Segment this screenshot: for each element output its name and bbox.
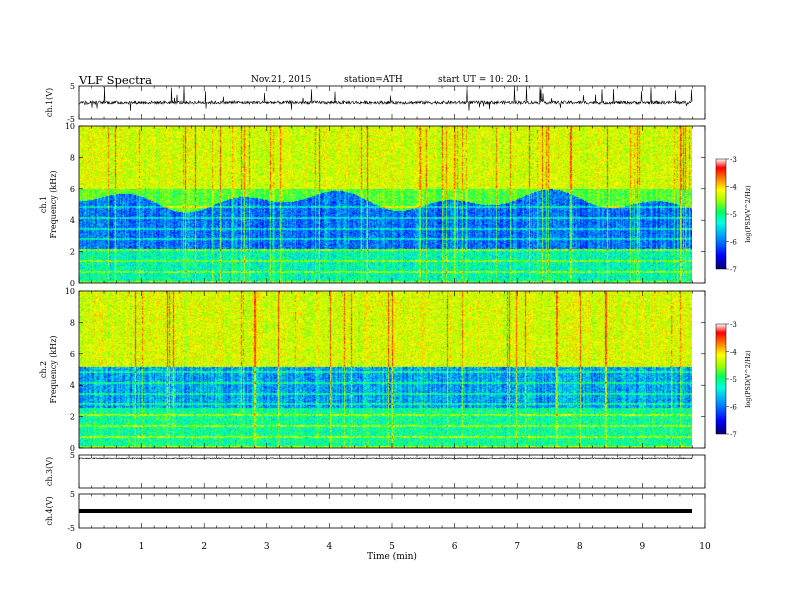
y-axis-label: ch.1: [39, 196, 48, 213]
ch3-trace: [78, 457, 693, 460]
y-axis-label: Frequency (kHz): [49, 170, 58, 238]
y-axis-label: Frequency (kHz): [49, 335, 58, 403]
spectrogram-image: [79, 291, 692, 448]
x-tick-label: 10: [699, 542, 711, 552]
y-axis-label: ch.4(V): [45, 496, 54, 525]
colorbar-tick-label: -5: [730, 211, 737, 219]
colorbar-label: log(PSD(V^2/Hz): [744, 350, 752, 408]
date-label: Nov.21, 2015: [251, 75, 312, 85]
colorbar-tick-label: -7: [730, 431, 737, 439]
y-axis-label: ch.3(V): [45, 457, 54, 486]
y-tick-label: -5: [67, 115, 75, 124]
chart-title: VLF Spectra: [79, 73, 153, 87]
y-axis-label: ch.2: [39, 361, 48, 378]
start-time-label: start UT = 10: 20: 1: [438, 75, 530, 85]
x-tick-label: 4: [327, 542, 333, 552]
y-tick-label: -5: [67, 524, 75, 533]
x-tick-label: 5: [389, 542, 395, 552]
x-tick-label: 1: [139, 542, 145, 552]
colorbar-tick-label: -6: [730, 404, 737, 412]
colorbar-label: log(PSD(V^2/Hz): [744, 185, 752, 243]
y-tick-label: 0: [70, 444, 75, 453]
colorbar-tick-label: -4: [730, 184, 737, 192]
colorbar-tick-label: -4: [730, 349, 737, 357]
colorbar-tick-label: -5: [730, 376, 737, 384]
ch1-trace: [78, 85, 693, 111]
colorbar-tick-label: -3: [730, 156, 737, 164]
y-tick-label: 5: [70, 82, 75, 91]
x-tick-label: 7: [514, 542, 520, 552]
y-tick-label: 10: [65, 122, 75, 131]
colorbar-tick-label: -6: [730, 239, 737, 247]
x-tick-label: 2: [201, 542, 207, 552]
y-tick-label: 5: [70, 451, 75, 460]
colorbar: [715, 323, 727, 435]
x-tick-label: 6: [452, 542, 458, 552]
y-tick-label: 10: [65, 287, 75, 296]
y-tick-label: 4: [70, 216, 75, 225]
x-axis-label: Time (min): [367, 551, 417, 562]
y-tick-label: 8: [70, 318, 75, 327]
x-tick-label: 3: [264, 542, 270, 552]
x-tick-label: 9: [640, 542, 646, 552]
y-tick-label: 5: [70, 490, 75, 499]
y-tick-label: 4: [70, 381, 75, 390]
colorbar-tick-label: -7: [730, 266, 737, 274]
y-tick-label: 2: [70, 248, 75, 257]
colorbar-tick-label: -3: [730, 321, 737, 329]
y-tick-label: 8: [70, 153, 75, 162]
y-axis-label: ch.1(V): [45, 88, 54, 117]
spectrogram-image: [79, 126, 692, 283]
station-label: station=ATH: [344, 75, 403, 85]
colorbar: [715, 158, 727, 270]
x-tick-label: 8: [577, 542, 583, 552]
y-tick-label: 6: [70, 350, 75, 359]
y-tick-label: 0: [70, 279, 75, 288]
y-tick-label: 2: [70, 413, 75, 422]
x-tick-label: 0: [76, 542, 82, 552]
y-tick-label: 6: [70, 185, 75, 194]
